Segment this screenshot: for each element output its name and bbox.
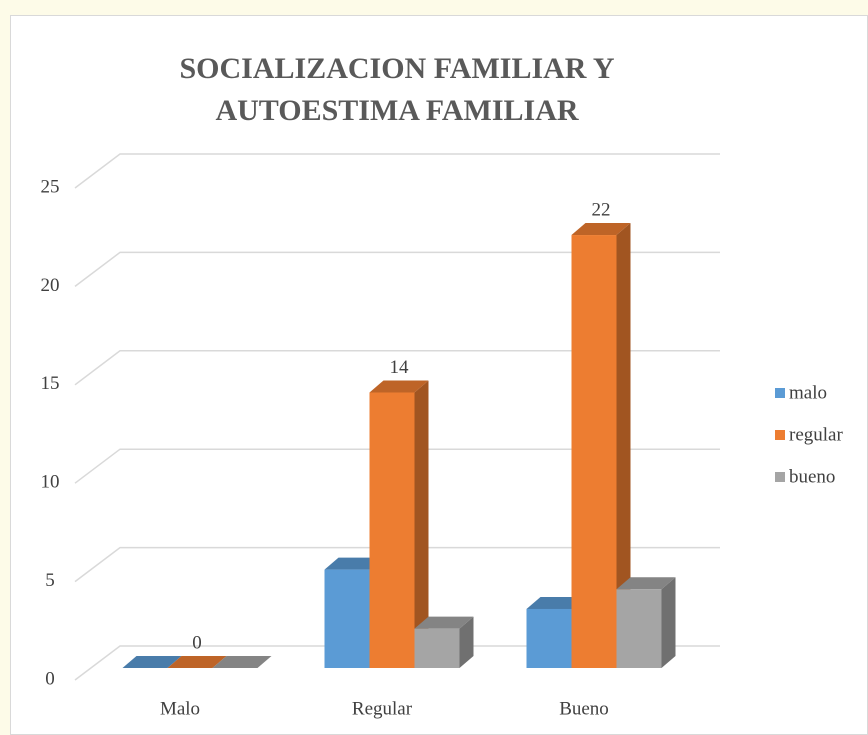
y-tick-label: 25 xyxy=(41,176,60,197)
chart-title: SOCIALIZACION FAMILIAR Y AUTOESTIMA FAMI… xyxy=(179,52,615,127)
bar-side xyxy=(459,616,474,668)
x-tick-label: Malo xyxy=(160,698,200,719)
bar xyxy=(369,392,415,668)
bar-top xyxy=(167,656,227,668)
bar-top xyxy=(122,656,182,668)
legend-swatch xyxy=(775,430,785,440)
y-tick-label: 15 xyxy=(41,373,60,394)
legend-swatch xyxy=(775,472,785,482)
x-tick-label: Regular xyxy=(352,698,413,719)
data-label: 14 xyxy=(390,357,410,378)
bar-side xyxy=(661,577,676,668)
bar xyxy=(616,589,662,668)
bar xyxy=(414,628,460,668)
bar-top xyxy=(526,596,586,609)
bar-top xyxy=(324,557,384,570)
bar-top xyxy=(369,380,429,393)
grid-line xyxy=(74,153,720,189)
grid-line xyxy=(74,251,720,287)
chart-area xyxy=(10,15,868,735)
bar-top xyxy=(414,616,474,629)
bar-top xyxy=(571,223,631,236)
grid-line xyxy=(74,350,720,386)
bar xyxy=(526,608,572,668)
legend-label: bueno xyxy=(789,466,835,487)
grid-line xyxy=(74,546,720,583)
grid-line xyxy=(74,645,720,681)
x-tick-label: Bueno xyxy=(559,698,609,719)
bar xyxy=(571,235,617,669)
y-tick-label: 20 xyxy=(41,275,60,296)
bar-top xyxy=(212,656,272,668)
y-tick-label: 0 xyxy=(45,668,55,689)
bar-side xyxy=(616,223,631,669)
y-tick-label: 10 xyxy=(41,472,60,493)
legend-label: regular xyxy=(789,424,843,445)
grid-line xyxy=(74,448,720,484)
bar-top xyxy=(616,577,676,590)
data-label: 22 xyxy=(592,199,611,220)
data-label: 0 xyxy=(192,632,202,653)
legend-label: malo xyxy=(789,382,827,403)
bar xyxy=(324,569,370,668)
legend-swatch xyxy=(775,388,785,398)
bar-side xyxy=(414,380,429,668)
y-tick-label: 5 xyxy=(45,570,55,591)
